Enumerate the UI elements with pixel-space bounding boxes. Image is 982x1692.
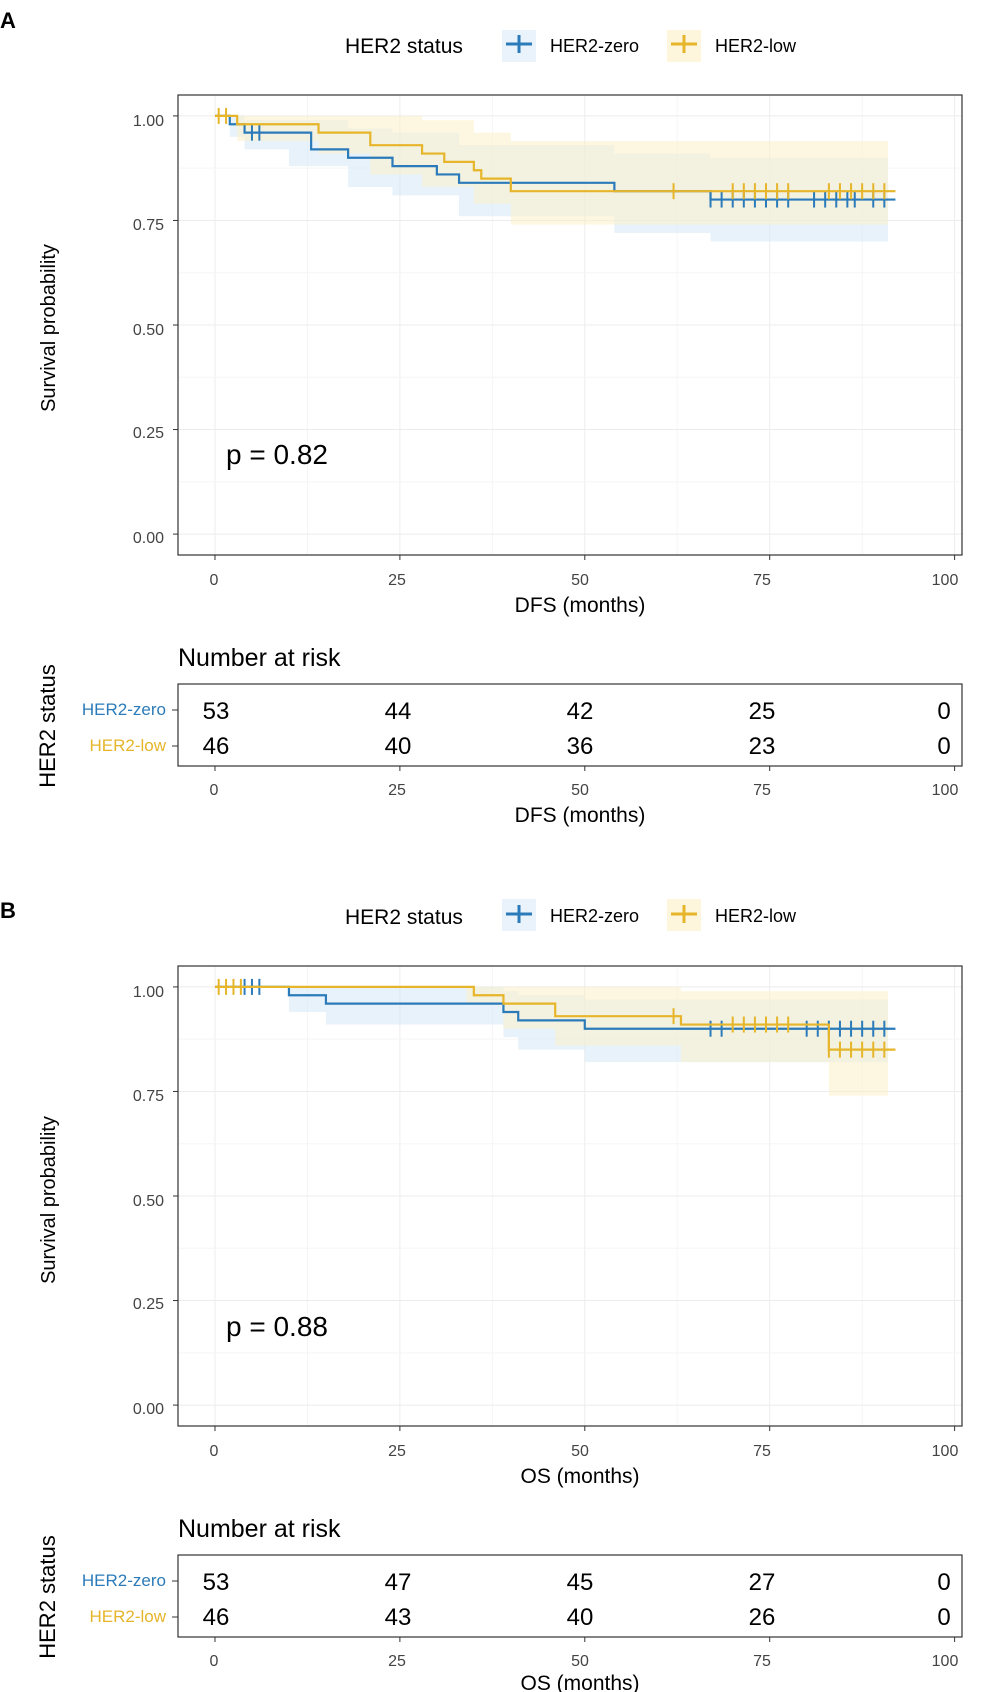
confidence-band-low — [214, 115, 889, 225]
risk-value: 44 — [385, 698, 412, 725]
y-axis-label: Survival probability — [38, 1116, 60, 1284]
risk-x-tick-label: 75 — [753, 782, 771, 799]
risk-table-y-label: HER2 status — [35, 1535, 60, 1659]
x-tick-label: 0 — [210, 1443, 219, 1460]
risk-value: 43 — [385, 1604, 412, 1631]
legend: HER2 status HER2-zero HER2-low — [345, 30, 797, 62]
panel-a: A HER2 status HER2-zero HER2-low Surviva… — [0, 8, 963, 827]
risk-value: 0 — [937, 698, 950, 725]
y-tick-label: 0.25 — [133, 1296, 164, 1313]
legend-title: HER2 status — [345, 35, 463, 58]
risk-value: 53 — [203, 1569, 230, 1596]
risk-table-border — [177, 1554, 963, 1638]
legend-label-zero: HER2-zero — [550, 36, 639, 56]
risk-x-tick-label: 0 — [210, 782, 219, 799]
survival-curve-low — [214, 114, 896, 193]
risk-value: 27 — [749, 1569, 776, 1596]
legend: HER2 status HER2-zero HER2-low — [345, 899, 797, 931]
risk-value: 40 — [385, 733, 412, 760]
risk-value: 53 — [203, 698, 230, 725]
y-tick-label: 1.00 — [133, 984, 164, 1001]
risk-row-label-low: HER2-low — [89, 736, 166, 755]
y-tick-label: 0.00 — [133, 530, 164, 547]
risk-x-tick-label: 75 — [753, 1653, 771, 1670]
x-tick-label: 50 — [571, 572, 589, 589]
risk-value: 26 — [749, 1604, 776, 1631]
risk-x-tick-label: 50 — [571, 1653, 589, 1670]
panel-label: A — [0, 8, 16, 33]
survival-curve-zero — [214, 985, 896, 1030]
risk-row-label-low: HER2-low — [89, 1607, 166, 1626]
y-tick-label: 0.50 — [133, 1193, 164, 1210]
risk-x-axis-label: DFS (months) — [515, 804, 646, 827]
risk-value: 0 — [937, 1604, 950, 1631]
survival-curve-zero — [214, 114, 896, 201]
plot-area — [178, 95, 962, 555]
risk-value: 25 — [749, 698, 776, 725]
risk-table-border — [177, 683, 963, 767]
risk-table-title: Number at risk — [178, 644, 341, 672]
risk-value: 40 — [567, 1604, 594, 1631]
risk-x-axis-label: OS (months) — [520, 1672, 639, 1692]
x-tick-label: 25 — [388, 572, 406, 589]
y-tick-label: 0.25 — [133, 425, 164, 442]
x-tick-label: 100 — [932, 1443, 959, 1460]
risk-value: 23 — [749, 733, 776, 760]
p-value: p = 0.82 — [226, 439, 328, 470]
survival-curve-low — [214, 985, 896, 1051]
panel-b: B HER2 status HER2-zero HER2-low Surviva… — [0, 898, 963, 1692]
risk-x-tick-label: 25 — [388, 782, 406, 799]
risk-value: 0 — [937, 1569, 950, 1596]
legend-title: HER2 status — [345, 906, 463, 929]
risk-row-label-zero: HER2-zero — [82, 700, 166, 719]
y-tick-label: 1.00 — [133, 113, 164, 130]
risk-value: 42 — [567, 698, 594, 725]
legend-label-low: HER2-low — [715, 36, 797, 56]
x-tick-label: 75 — [753, 1443, 771, 1460]
risk-x-tick-label: 0 — [210, 1653, 219, 1670]
risk-value: 46 — [203, 1604, 230, 1631]
risk-table-y-label: HER2 status — [35, 664, 60, 788]
risk-value: 45 — [567, 1569, 594, 1596]
risk-x-tick-label: 25 — [388, 1653, 406, 1670]
legend-label-low: HER2-low — [715, 906, 797, 926]
risk-value: 47 — [385, 1569, 412, 1596]
plot-area — [178, 966, 962, 1426]
risk-x-tick-label: 100 — [932, 782, 959, 799]
risk-value: 36 — [567, 733, 594, 760]
risk-row-label-zero: HER2-zero — [82, 1571, 166, 1590]
x-tick-label: 25 — [388, 1443, 406, 1460]
x-axis-label: OS (months) — [520, 1465, 639, 1488]
y-tick-label: 0.00 — [133, 1401, 164, 1418]
x-axis-label: DFS (months) — [515, 594, 646, 617]
x-tick-label: 100 — [932, 572, 959, 589]
y-tick-label: 0.75 — [133, 217, 164, 234]
y-axis-label: Survival probability — [38, 244, 60, 412]
risk-x-tick-label: 100 — [932, 1653, 959, 1670]
y-tick-label: 0.75 — [133, 1088, 164, 1105]
risk-value: 0 — [937, 733, 950, 760]
x-tick-label: 75 — [753, 572, 771, 589]
p-value: p = 0.88 — [226, 1311, 328, 1342]
confidence-band-low — [214, 986, 889, 1096]
risk-value: 46 — [203, 733, 230, 760]
x-tick-label: 50 — [571, 1443, 589, 1460]
legend-label-zero: HER2-zero — [550, 906, 639, 926]
panel-label: B — [0, 898, 16, 923]
y-tick-label: 0.50 — [133, 322, 164, 339]
risk-x-tick-label: 50 — [571, 782, 589, 799]
x-tick-label: 0 — [210, 572, 219, 589]
risk-table-title: Number at risk — [178, 1515, 341, 1543]
